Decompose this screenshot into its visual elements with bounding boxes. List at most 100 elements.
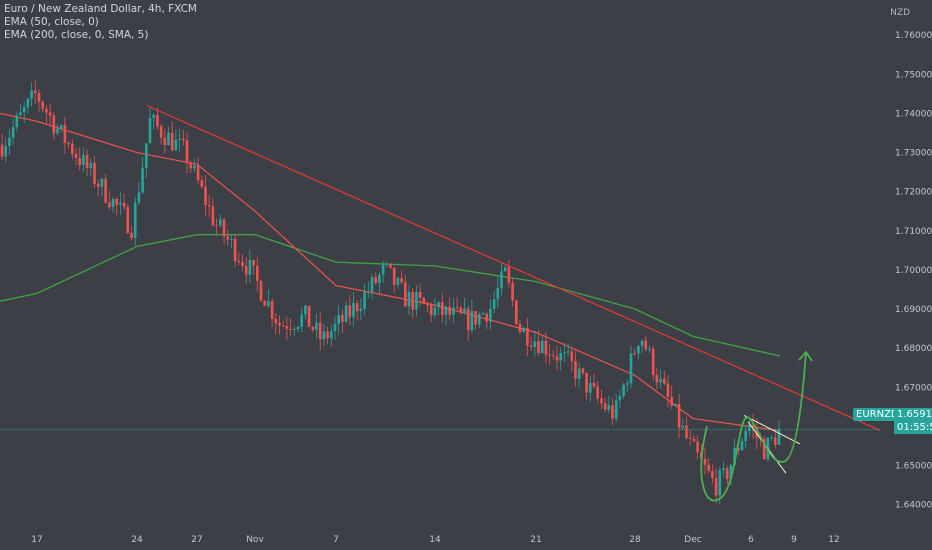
candle-body (585, 372, 588, 393)
candle-body (611, 405, 614, 419)
candle-body (396, 278, 400, 285)
time-tick: 24 (131, 535, 143, 545)
candle-body (685, 425, 688, 438)
price-tick: 1.71000 (895, 227, 932, 237)
candle-body (474, 310, 477, 325)
wedge-upper-line (743, 414, 801, 445)
candle-body (581, 368, 585, 373)
candle-body (478, 313, 481, 325)
candle-body (26, 98, 30, 108)
candle-body (640, 340, 644, 346)
projection-curve (700, 351, 807, 502)
ema200-legend[interactable]: EMA (200, close, 0, SMA, 5) (4, 29, 149, 41)
candle-body (78, 157, 81, 165)
candle-body (381, 264, 385, 275)
candle-body (651, 348, 655, 375)
ema50-path (0, 112, 779, 431)
candle-body (574, 361, 577, 379)
ema200-path (0, 234, 781, 357)
candle-body (677, 403, 681, 428)
candle-body (196, 165, 200, 181)
candle-body (507, 267, 511, 283)
candle-body (355, 303, 359, 311)
candle-body (296, 326, 300, 330)
price-tick: 1.68000 (895, 344, 932, 354)
candle-body (707, 464, 710, 471)
candle-body (19, 112, 22, 116)
candle-body (429, 305, 433, 316)
candle-body (333, 323, 337, 332)
candle-body (145, 143, 148, 168)
candle-body (71, 143, 74, 155)
candle-body (455, 307, 459, 309)
candle-body (415, 291, 418, 310)
candle-body (459, 307, 463, 313)
time-tick: 27 (191, 535, 202, 545)
candle-body (193, 165, 196, 169)
ema50-line (0, 112, 779, 431)
candle-body (304, 305, 307, 315)
bar-countdown: 01:55:57 (894, 421, 932, 434)
candle-body (322, 331, 326, 340)
candle-body (733, 447, 736, 465)
time-tick: 6 (748, 535, 754, 545)
price-tick: 1.76000 (895, 31, 932, 41)
candle-body (518, 323, 522, 333)
candle-body (618, 396, 622, 401)
candle-body (696, 441, 699, 453)
candle-body (600, 398, 603, 404)
candle-body (170, 132, 174, 151)
price-tick: 1.65000 (895, 462, 932, 472)
time-tick: 7 (333, 535, 339, 545)
candle-body (374, 277, 377, 283)
candle-body (30, 90, 33, 99)
candle-body (648, 348, 651, 350)
candle-body (256, 265, 259, 281)
candle-body (503, 267, 507, 272)
candle-body (318, 322, 322, 340)
candle-body (230, 238, 233, 240)
candle-body (392, 267, 396, 285)
candle-body (755, 427, 759, 438)
time-tick: 12 (828, 535, 839, 545)
candle-body (8, 137, 11, 146)
candle-body (56, 128, 59, 134)
time-axis[interactable]: 17 24 27 Nov 7 14 21 28 Dec 6 9 12 (31, 535, 839, 545)
candle-body (670, 397, 673, 406)
price-tick: 1.72000 (895, 188, 932, 198)
candle-body (485, 313, 488, 322)
candle-body (233, 238, 237, 262)
candle-body (337, 314, 340, 324)
candle-body (270, 301, 274, 319)
candle-body (11, 127, 15, 138)
resistance-trendline[interactable] (146, 105, 881, 431)
candle-body (259, 280, 263, 301)
candle-body (278, 323, 281, 326)
candle-body (167, 132, 170, 146)
candle-body (137, 192, 141, 203)
candle-body (688, 437, 692, 439)
candle-body (141, 167, 144, 193)
candle-body (407, 291, 411, 307)
candle-body (718, 470, 722, 496)
candle-body (737, 447, 740, 451)
candle-body (185, 140, 189, 164)
candle-body (725, 468, 729, 480)
candle-body (163, 137, 167, 146)
candle-body (555, 356, 559, 361)
candle-body (45, 108, 48, 113)
candle-body (548, 354, 551, 356)
candle-body (463, 308, 466, 313)
candle-body (248, 260, 252, 275)
candle-body (330, 331, 333, 339)
candle-body (300, 314, 303, 327)
ema50-legend[interactable]: EMA (50, close, 0) (4, 16, 99, 28)
candle-body (711, 470, 714, 478)
symbol-tag: EURNZD (853, 408, 902, 421)
candle-body (189, 163, 192, 169)
time-tick: Nov (246, 535, 264, 545)
candle-body (126, 207, 130, 233)
candle-body (441, 302, 444, 315)
arrow-head-icon (798, 350, 813, 362)
